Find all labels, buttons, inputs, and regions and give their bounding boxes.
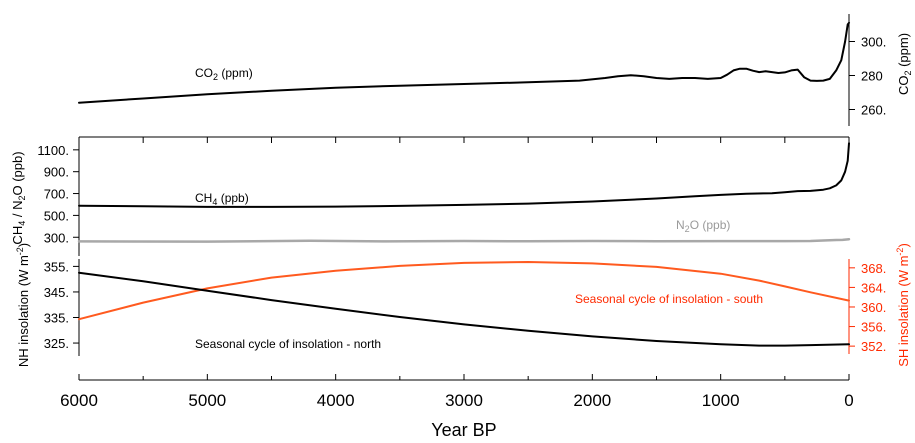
n2o-series-line	[77, 237, 851, 243]
ch4-y-tick-label: 1100.	[37, 143, 69, 158]
sh-axis-title: SH insolation (W m-2)	[895, 243, 911, 367]
nh-y-tick-label: 355.	[44, 259, 69, 274]
x-tick-label: 2000	[573, 391, 611, 410]
co2-y-tick-label: 300.	[861, 35, 886, 50]
ch4-y-tick-label: 700.	[44, 187, 69, 202]
x-tick-label: 0	[844, 391, 853, 410]
insolation-panel: Seasonal cycle of insolation - north Sea…	[15, 243, 911, 367]
co2-series-line	[78, 21, 850, 104]
co2-y-tick-label: 280	[861, 69, 883, 84]
sh-y-tick-label: 352.	[861, 339, 886, 354]
co2-panel: CO2 (ppm) CO2 (ppm) 260. 280 300.	[78, 14, 913, 126]
co2-y-tick-label: 260.	[861, 103, 886, 118]
nh-y-tick-label: 335.	[44, 311, 69, 326]
ch4-n2o-axis-title: CH4 / N2O (ppb)	[10, 151, 27, 244]
x-tick-label: 1000	[702, 391, 740, 410]
nh-y-tick-label: 325.	[44, 336, 69, 351]
north-series-line	[78, 271, 850, 347]
ch4-series-line	[78, 142, 850, 208]
x-axis-title: Year BP	[431, 420, 496, 440]
co2-series-label: CO2 (ppm)	[195, 66, 253, 82]
nh-y-tick-label: 345.	[44, 285, 69, 300]
ch4-n2o-panel: CH4 (ppb) N2O (ppb) CH4 / N2O (ppb) 300.…	[10, 136, 851, 256]
south-series-line	[78, 261, 850, 321]
sh-y-tick-label: 368.	[861, 261, 886, 276]
sh-y-tick-label: 364.	[861, 280, 886, 295]
n2o-series-label: N2O (ppb)	[676, 218, 730, 234]
x-tick-label: 6000	[60, 391, 98, 410]
sh-y-tick-label: 360.	[861, 300, 886, 315]
south-series-label: Seasonal cycle of insolation - south	[575, 292, 763, 306]
x-tick-label: 5000	[188, 391, 226, 410]
ch4-y-tick-label: 900.	[44, 165, 69, 180]
ch4-series-label: CH4 (ppb)	[195, 191, 249, 207]
nh-axis-title: NH insolation (W m-2)	[15, 243, 31, 367]
sh-y-tick-label: 356.	[861, 320, 886, 335]
ch4-y-tick-label: 500.	[44, 208, 69, 223]
co2-axis-title: CO2 (ppm)	[896, 33, 913, 95]
north-series-label: Seasonal cycle of insolation - north	[195, 337, 381, 351]
x-tick-label: 4000	[317, 391, 355, 410]
x-tick-label: 3000	[445, 391, 483, 410]
ch4-y-tick-label: 300.	[44, 230, 69, 245]
x-axis: Year BP 6000 5000 4000 3000 2000 1000 0	[60, 374, 854, 440]
